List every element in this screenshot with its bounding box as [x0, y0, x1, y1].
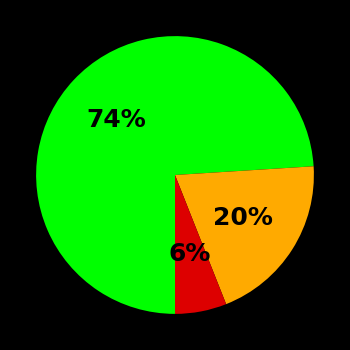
Wedge shape	[36, 36, 314, 314]
Wedge shape	[175, 166, 314, 304]
Text: 74%: 74%	[86, 108, 146, 132]
Text: 6%: 6%	[169, 242, 211, 266]
Text: 20%: 20%	[213, 206, 273, 230]
Wedge shape	[175, 175, 226, 314]
